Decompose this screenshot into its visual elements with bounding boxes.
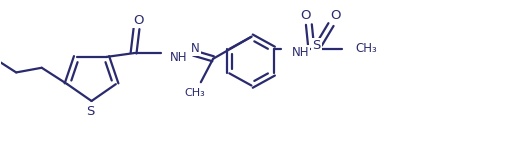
Text: O: O [301, 9, 311, 22]
Text: NH: NH [170, 51, 187, 64]
Text: S: S [312, 39, 321, 52]
Text: S: S [86, 105, 95, 118]
Text: O: O [331, 9, 341, 22]
Text: N: N [191, 42, 200, 55]
Text: NH: NH [292, 46, 309, 59]
Text: O: O [133, 14, 144, 27]
Text: CH₃: CH₃ [185, 87, 205, 98]
Text: CH₃: CH₃ [356, 42, 377, 55]
